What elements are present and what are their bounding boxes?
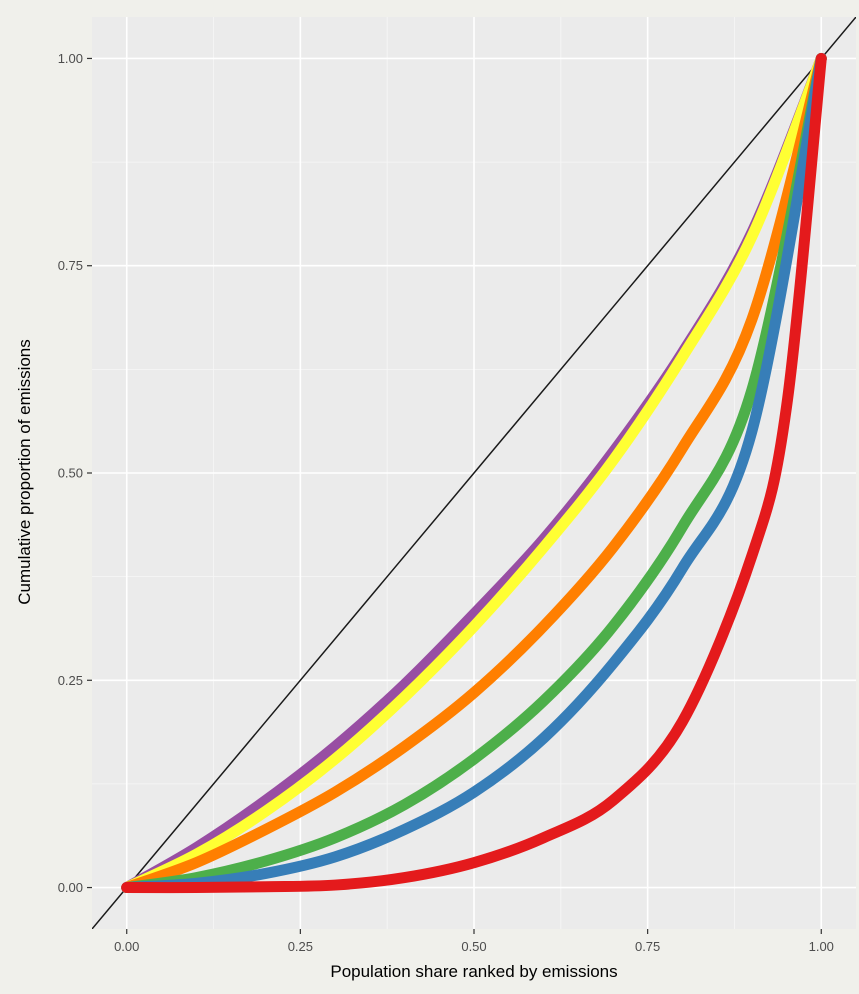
x-tick-label: 0.50: [461, 939, 486, 954]
x-tick-label: 0.25: [288, 939, 313, 954]
y-tick-label: 0.00: [58, 880, 83, 895]
x-axis-title: Population share ranked by emissions: [330, 962, 617, 981]
x-tick-label: 1.00: [809, 939, 834, 954]
series-line-2: [121, 52, 827, 894]
equality-line: [92, 17, 856, 929]
y-tick-label: 1.00: [58, 51, 83, 66]
y-tick-label: 0.25: [58, 673, 83, 688]
x-axis: 0.00 0.25 0.50 0.75 1.00: [114, 929, 834, 954]
y-tick-label: 0.75: [58, 258, 83, 273]
y-axis-title: Cumulative proportion of emissions: [15, 339, 34, 605]
y-axis: 0.00 0.25 0.50 0.75 1.00: [58, 51, 92, 895]
y-tick-label: 0.50: [58, 466, 83, 481]
series-layer: [92, 17, 856, 929]
series-line-4: [121, 52, 827, 894]
x-tick-label: 0.75: [635, 939, 660, 954]
series-line-6: [121, 52, 827, 894]
series-line-5: [121, 52, 827, 894]
x-tick-label: 0.00: [114, 939, 139, 954]
series-line-3: [121, 52, 827, 894]
